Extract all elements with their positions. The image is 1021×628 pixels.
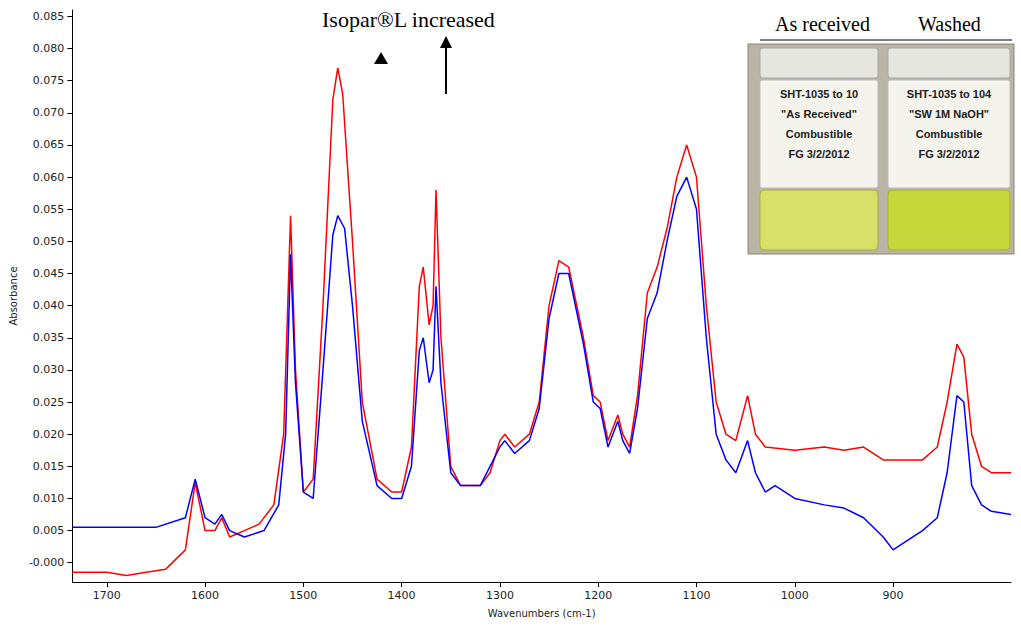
svg-text:SHT-1035 to 10: SHT-1035 to 10 [780,88,858,100]
svg-text:900: 900 [883,589,904,602]
svg-text:"As Received": "As Received" [781,108,857,120]
svg-text:0.005: 0.005 [33,524,65,537]
svg-text:0.070: 0.070 [33,106,65,119]
svg-text:0.035: 0.035 [33,331,65,344]
svg-text:1500: 1500 [289,589,317,602]
svg-text:0.075: 0.075 [33,74,65,87]
svg-text:1100: 1100 [682,589,710,602]
svg-text:Isopar®L increased: Isopar®L increased [322,7,495,32]
svg-text:0.020: 0.020 [33,428,65,441]
svg-text:1300: 1300 [486,589,514,602]
svg-text:1600: 1600 [191,589,219,602]
svg-text:As received: As received [775,13,870,35]
svg-text:FG 3/2/2012: FG 3/2/2012 [788,148,849,160]
svg-text:-0.000: -0.000 [29,556,64,569]
svg-text:0.050: 0.050 [33,235,65,248]
svg-text:Absorbance: Absorbance [8,266,19,325]
svg-text:0.025: 0.025 [33,396,65,409]
svg-text:1000: 1000 [781,589,809,602]
svg-text:Combustible: Combustible [916,128,983,140]
svg-text:0.040: 0.040 [33,299,65,312]
svg-text:0.060: 0.060 [33,171,65,184]
svg-text:Washed: Washed [918,13,981,35]
svg-text:0.015: 0.015 [33,460,65,473]
svg-text:0.055: 0.055 [33,203,65,216]
svg-text:FG 3/2/2012: FG 3/2/2012 [918,148,979,160]
svg-text:0.010: 0.010 [33,492,65,505]
svg-text:1400: 1400 [388,589,416,602]
svg-text:1700: 1700 [93,589,121,602]
svg-text:0.085: 0.085 [33,10,65,23]
svg-text:Wavenumbers (cm-1): Wavenumbers (cm-1) [488,608,596,619]
svg-text:0.065: 0.065 [33,138,65,151]
svg-text:"SW 1M NaOH": "SW 1M NaOH" [909,108,989,120]
svg-text:SHT-1035 to 104: SHT-1035 to 104 [907,88,992,100]
svg-text:0.030: 0.030 [33,363,65,376]
svg-text:0.045: 0.045 [33,267,65,280]
svg-text:Combustible: Combustible [786,128,853,140]
svg-text:1200: 1200 [584,589,612,602]
svg-text:0.080: 0.080 [33,42,65,55]
